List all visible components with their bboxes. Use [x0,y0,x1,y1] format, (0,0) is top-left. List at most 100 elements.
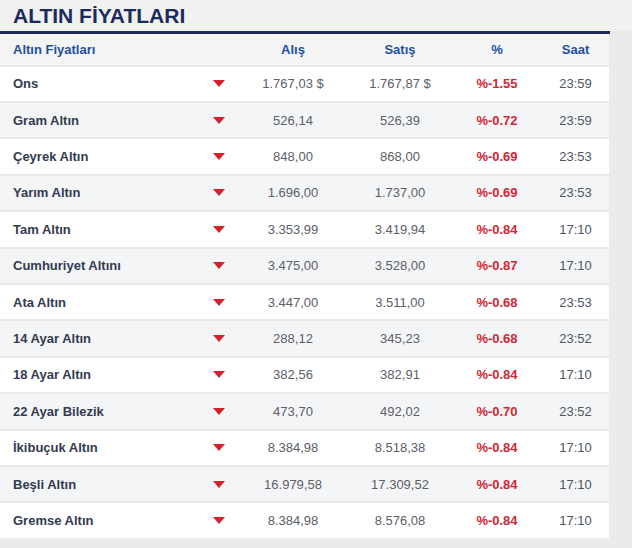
sell-price: 345,23 [348,331,452,346]
trend-down-icon [213,226,225,233]
buy-price: 8.384,98 [238,513,348,528]
instrument-name: Beşli Altın [0,477,200,492]
buy-price: 848,00 [238,149,348,164]
trend-down-icon [213,299,225,306]
instrument-name: Yarım Altın [0,185,200,200]
update-time: 23:59 [542,76,609,91]
buy-price: 3.475,00 [238,258,348,273]
header-sell: Satış [348,42,452,57]
update-time: 23:53 [542,149,609,164]
trend-cell [200,517,238,524]
change-percent: %-0.84 [452,367,542,382]
buy-price: 526,14 [238,113,348,128]
update-time: 17:10 [542,513,609,528]
header-buy: Alış [238,42,348,57]
table-row[interactable]: Çeyrek Altın 848,00 868,00 %-0.69 23:53 [0,137,609,173]
trend-cell [200,226,238,233]
sell-price: 526,39 [348,113,452,128]
sell-price: 1.737,00 [348,185,452,200]
table-row[interactable]: Ata Altın 3.447,00 3.511,00 %-0.68 23:53 [0,283,609,319]
sell-price: 17.309,52 [348,477,452,492]
buy-price: 3.447,00 [238,295,348,310]
sell-price: 868,00 [348,149,452,164]
change-percent: %-0.84 [452,440,542,455]
buy-price: 1.767,03 $ [238,76,348,91]
header-time: Saat [542,42,609,57]
table-row[interactable]: 14 Ayar Altın 288,12 345,23 %-0.68 23:52 [0,319,609,355]
instrument-name: Cumhuriyet Altını [0,258,200,273]
instrument-name: Ata Altın [0,295,200,310]
buy-price: 16.979,58 [238,477,348,492]
table-row[interactable]: Tam Altın 3.353,99 3.419,94 %-0.84 17:10 [0,210,609,246]
sell-price: 3.511,00 [348,295,452,310]
change-percent: %-0.70 [452,404,542,419]
table-row[interactable]: Ons 1.767,03 $ 1.767,87 $ %-1.55 23:59 [0,65,609,101]
table-row[interactable]: İkibuçuk Altın 8.384,98 8.518,38 %-0.84 … [0,429,609,465]
trend-down-icon [213,117,225,124]
update-time: 23:52 [542,331,609,346]
trend-down-icon [213,335,225,342]
instrument-name: 18 Ayar Altın [0,367,200,382]
change-percent: %-0.72 [452,113,542,128]
update-time: 23:52 [542,404,609,419]
change-percent: %-0.84 [452,222,542,237]
trend-cell [200,80,238,87]
table-row[interactable]: Gram Altın 526,14 526,39 %-0.72 23:59 [0,101,609,137]
trend-down-icon [213,371,225,378]
instrument-name: 22 Ayar Bilezik [0,404,200,419]
sell-price: 8.576,08 [348,513,452,528]
table-row[interactable]: Yarım Altın 1.696,00 1.737,00 %-0.69 23:… [0,174,609,210]
trend-down-icon [213,262,225,269]
sell-price: 492,02 [348,404,452,419]
trend-cell [200,335,238,342]
update-time: 17:10 [542,222,609,237]
update-time: 23:59 [542,113,609,128]
trend-cell [200,189,238,196]
trend-down-icon [213,80,225,87]
update-time: 23:53 [542,185,609,200]
sell-price: 382,91 [348,367,452,382]
change-percent: %-0.84 [452,477,542,492]
update-time: 23:53 [542,295,609,310]
table-row[interactable]: 22 Ayar Bilezik 473,70 492,02 %-0.70 23:… [0,392,609,428]
trend-cell [200,444,238,451]
change-percent: %-0.87 [452,258,542,273]
change-percent: %-0.69 [452,149,542,164]
trend-cell [200,117,238,124]
table-row[interactable]: Cumhuriyet Altını 3.475,00 3.528,00 %-0.… [0,247,609,283]
trend-cell [200,153,238,160]
instrument-name: 14 Ayar Altın [0,331,200,346]
table-row[interactable]: Beşli Altın 16.979,58 17.309,52 %-0.84 1… [0,465,609,501]
table-row[interactable]: 18 Ayar Altın 382,56 382,91 %-0.84 17:10 [0,356,609,392]
trend-down-icon [213,444,225,451]
trend-cell [200,371,238,378]
buy-price: 8.384,98 [238,440,348,455]
update-time: 17:10 [542,477,609,492]
buy-price: 473,70 [238,404,348,419]
header-name: Altın Fiyatları [0,42,200,57]
sell-price: 3.419,94 [348,222,452,237]
change-percent: %-0.68 [452,331,542,346]
buy-price: 382,56 [238,367,348,382]
trend-down-icon [213,481,225,488]
trend-down-icon [213,189,225,196]
change-percent: %-0.84 [452,513,542,528]
instrument-name: Tam Altın [0,222,200,237]
gold-prices-widget: ALTIN FİYATLARI Altın Fiyatları Alış Sat… [0,0,632,548]
trend-cell [200,481,238,488]
instrument-name: Gram Altın [0,113,200,128]
trend-cell [200,408,238,415]
sell-price: 8.518,38 [348,440,452,455]
update-time: 17:10 [542,440,609,455]
buy-price: 3.353,99 [238,222,348,237]
buy-price: 288,12 [238,331,348,346]
instrument-name: Ons [0,76,200,91]
table-row[interactable]: Gremse Altın 8.384,98 8.576,08 %-0.84 17… [0,501,609,537]
table-body: Ons 1.767,03 $ 1.767,87 $ %-1.55 23:59 G… [0,65,609,538]
header-change: % [452,42,542,57]
sell-price: 3.528,00 [348,258,452,273]
trend-down-icon [213,517,225,524]
table-header-row: Altın Fiyatları Alış Satış % Saat [0,34,609,65]
sell-price: 1.767,87 $ [348,76,452,91]
change-percent: %-0.68 [452,295,542,310]
